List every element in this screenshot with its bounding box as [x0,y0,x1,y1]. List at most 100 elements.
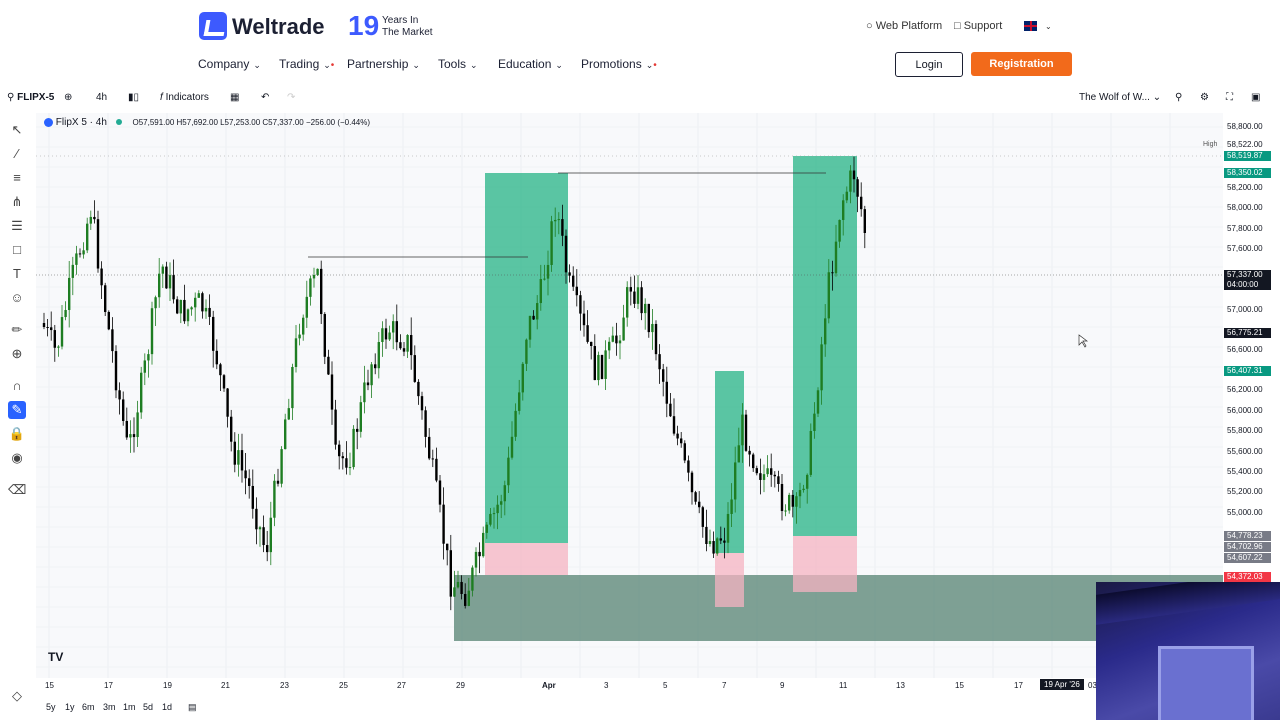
lock-icon[interactable]: 🔒 [8,426,26,441]
long-position-stop-zone-2[interactable] [715,553,744,607]
range-3m[interactable]: 3m [103,702,116,712]
login-button[interactable]: Login [895,52,963,77]
candle-body [827,272,830,319]
price-tick: 56,000.00 [1227,406,1263,415]
nav-company[interactable]: Company ⌄ [198,57,261,71]
candle-body [622,317,625,341]
candle-body [705,526,708,545]
range-1y[interactable]: 1y [65,702,75,712]
range-1d[interactable]: 1d [162,702,173,712]
text-tool-icon[interactable]: T [13,266,21,281]
uk-flag-icon[interactable] [1024,21,1037,31]
years-line1: Years In [382,15,419,26]
candle-body [460,581,463,594]
candle-body [698,501,701,508]
settings-gear-icon[interactable]: ⚙ [1200,92,1209,103]
nav-partnership-label: Partnership [347,57,409,71]
candle-body [305,296,308,318]
brand-name[interactable]: Weltrade [232,14,325,39]
last-price-tag: 57,337.00 [1224,270,1271,280]
interval-button[interactable]: 4h [96,92,108,103]
long-position-stop-zone-3[interactable] [793,536,857,592]
range-5d[interactable]: 5d [143,702,154,712]
redo-icon[interactable]: ↷ [287,92,296,103]
rectangle-shape-icon[interactable]: □ [13,242,21,257]
horizontal-lines-icon[interactable]: ≡ [13,170,21,185]
registration-button[interactable]: Registration [971,52,1072,76]
candle-body [222,375,226,389]
candle-body [194,297,197,308]
zoom-in-icon[interactable]: ⊕ [11,346,23,361]
candle-body [856,179,859,197]
candle-body [395,321,398,343]
candle-body [89,216,92,224]
emoji-icon[interactable]: ☺ [10,290,24,305]
candle-body [759,473,762,480]
quick-search-icon[interactable]: ⚲ [1175,92,1183,103]
cursor-icon[interactable]: ↖ [11,122,23,137]
support-link[interactable]: □ Support [954,20,1002,32]
trend-line-icon[interactable]: ∕ [15,146,19,161]
fib-retracement-icon[interactable]: ☰ [11,218,23,233]
eye-icon[interactable]: ◉ [11,450,23,465]
indicators-button[interactable]: f Indicators [160,92,209,103]
time-tick: 21 [221,681,230,690]
price-tick: 55,600.00 [1227,447,1263,456]
candle-body [615,335,618,344]
tradingview-logo-icon[interactable]: TV [48,650,63,664]
camera-snapshot-icon[interactable]: ▣ [1251,92,1261,103]
long-position-stop-zone-1[interactable] [485,543,568,575]
candle-body [694,492,697,502]
candle-body [672,416,676,434]
goto-date-icon[interactable]: ▤ [188,702,197,712]
pitchfork-icon[interactable]: ⋔ [11,194,23,209]
range-5y[interactable]: 5y [46,702,56,712]
compare-plus-icon[interactable]: ⊕ [64,92,73,103]
years-line2: The Market [382,27,433,38]
candle-body [107,311,110,330]
candle-body [752,454,755,469]
range-6m[interactable]: 6m [82,702,95,712]
chart-canvas[interactable]: TV FlipX 5 · 4h O57,591.00 H57,692.00 L5… [36,113,1223,678]
webcam-door [1158,646,1254,720]
candle-body [251,485,254,509]
nav-tools[interactable]: Tools ⌄ [438,57,478,71]
magnet-icon[interactable]: ∩ [12,378,22,393]
nav-partnership[interactable]: Partnership ⌄ [347,57,420,71]
candle-body [359,402,362,432]
candle-body [334,409,337,445]
time-axis[interactable]: 15 17 19 21 23 25 27 29 Apr 3 5 7 9 11 1… [36,678,1223,692]
undo-icon[interactable]: ↶ [261,92,270,103]
price-tick: 57,600.00 [1227,244,1263,253]
candle-body [626,287,629,318]
candle-body [543,278,546,280]
weltrade-logo-icon[interactable] [199,12,227,40]
time-tick: 25 [339,681,348,690]
price-chart[interactable]: TV [36,113,1223,678]
candle-body [208,307,211,317]
templates-grid-icon[interactable]: ▦ [230,92,240,103]
chevron-down-icon: ⌄ [412,60,420,70]
stay-in-drawing-mode-icon[interactable]: ✎ [8,401,26,419]
candlestick-series[interactable] [42,156,866,611]
candle-body [255,508,258,530]
candle-body [503,485,506,502]
trash-icon[interactable]: ⌫ [8,482,27,497]
candle-body [125,420,128,438]
nav-promotions[interactable]: Promotions ⌄• [581,57,657,71]
candle-body [518,392,521,411]
web-platform-link[interactable]: ○ Web Platform [866,20,942,32]
fullscreen-icon[interactable]: ⛶ [1226,92,1233,103]
symbol-search[interactable]: ⚲ FLIPX-5 [7,92,54,103]
candle-body [852,170,856,180]
ruler-icon[interactable]: ✏ [11,322,23,337]
range-1m[interactable]: 1m [123,702,136,712]
object-tree-icon[interactable]: ◇ [12,688,22,703]
nav-education[interactable]: Education ⌄ [498,57,563,71]
language-chevron-down-icon[interactable]: ⌄ [1045,22,1052,31]
nav-trading[interactable]: Trading ⌄• [279,57,334,71]
candle-body [431,458,434,460]
legend-symbol[interactable]: FlipX 5 · 4h [55,117,107,128]
layout-name-button[interactable]: The Wolf of W... ⌄ [1079,92,1161,103]
chart-type-candles-icon[interactable]: ▮▯ [128,92,140,103]
